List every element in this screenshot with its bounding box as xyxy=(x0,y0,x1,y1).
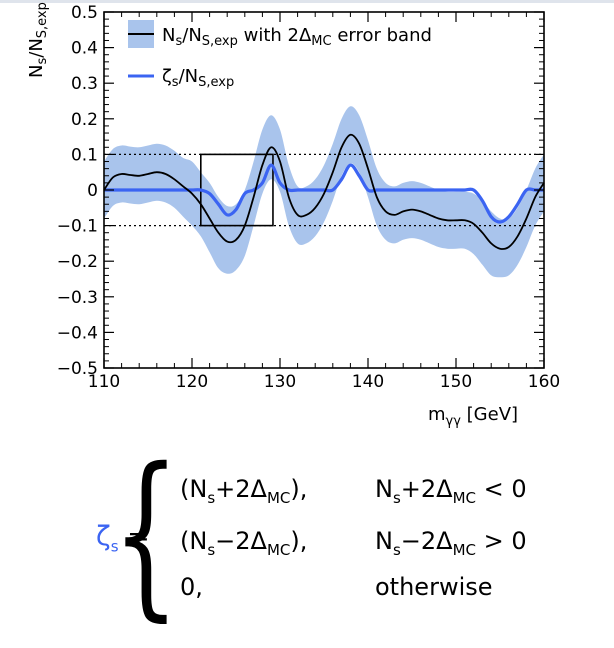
x-tick-label: 110 xyxy=(88,372,120,392)
formula-cond-1: Ns+2ΔMC < 0 xyxy=(375,475,527,507)
y-tick-label: 0.2 xyxy=(71,110,98,130)
top-divider xyxy=(0,0,614,3)
formula-row-2: (Ns−2ΔMC), xyxy=(180,527,308,559)
x-axis-label: mγγ [GeV] xyxy=(428,404,518,429)
formula-row-1: (Ns+2ΔMC), xyxy=(180,475,308,507)
x-tick-label: 130 xyxy=(264,372,296,392)
y-tick-label: 0.4 xyxy=(71,39,98,59)
y-tick-labels: 0.5 0.4 0.3 0.2 0.1 0 −0.1 −0.2 −0.3 −0.4 −0.5 xyxy=(57,3,98,379)
x-tick-label: 120 xyxy=(176,372,208,392)
x-tick-label: 140 xyxy=(352,372,384,392)
y-tick-label: 0.5 xyxy=(71,3,98,23)
y-tick-label: −0.1 xyxy=(57,217,98,237)
y-tick-label: −0.4 xyxy=(57,323,98,343)
formula-zeta: ζs xyxy=(96,521,119,556)
legend: Ns/NS,exp with 2ΔMC error band ζs/NS,exp xyxy=(128,20,432,90)
x-tick-label: 160 xyxy=(528,372,560,392)
series-zeta-line xyxy=(103,163,544,224)
series-ns-line xyxy=(103,133,545,250)
formula-lhs: ζs = xyxy=(96,521,150,556)
formula-row-3: 0, xyxy=(180,573,203,601)
tick-marks xyxy=(103,11,545,369)
zeta-definition-formula: ζs = { (Ns+2ΔMC), Ns+2ΔMC < 0 (Ns−2ΔMC),… xyxy=(0,445,614,645)
y-tick-label: 0.3 xyxy=(71,74,98,94)
formula-cond-3: otherwise xyxy=(375,573,493,601)
series-layer xyxy=(103,133,545,250)
y-tick-label: 0 xyxy=(87,181,98,201)
legend-entry-2: ζs/NS,exp xyxy=(162,66,234,90)
y-tick-label: −0.2 xyxy=(57,252,98,272)
reference-lines xyxy=(104,153,544,227)
y-tick-label: −0.5 xyxy=(57,359,98,379)
x-tick-label: 150 xyxy=(440,372,472,392)
formula-cond-2: Ns−2ΔMC > 0 xyxy=(375,527,527,559)
x-tick-labels: 110 120 130 140 150 160 xyxy=(88,372,560,392)
chart: 0.5 0.4 0.3 0.2 0.1 0 −0.1 −0.2 −0.3 −0.4 −0.5 110… xyxy=(26,2,560,429)
formula-brace: { xyxy=(112,430,180,637)
y-axis-label: Ns/NS,exp xyxy=(26,2,50,78)
y-tick-label: −0.3 xyxy=(57,288,98,308)
legend-entry-1: Ns/NS,exp with 2ΔMC error band xyxy=(162,25,432,49)
y-tick-label: 0.1 xyxy=(71,145,98,165)
